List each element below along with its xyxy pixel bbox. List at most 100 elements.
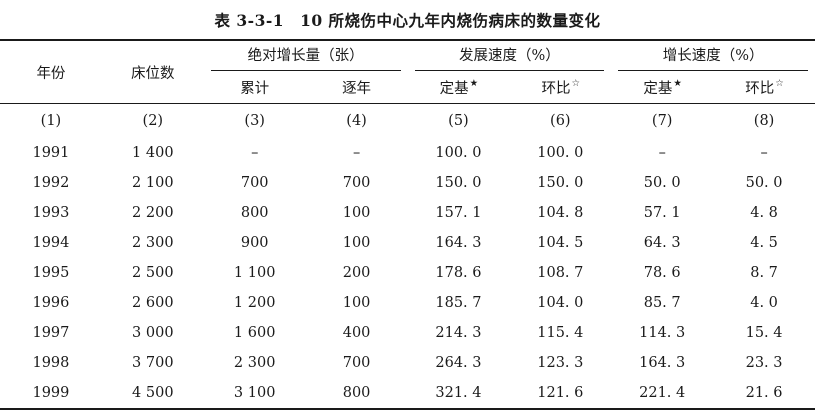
table-header: 年份 床位数 绝对增长量（张） 发展速度（%） 增长速度（%） 累计 逐年 定基… — [0, 40, 815, 104]
year-cell: 1993 — [32, 205, 70, 221]
header-sub-row: 累计 逐年 定基★ 环比☆ 定基★ 环比☆ — [0, 71, 815, 104]
dev-chain-cell: 115. 4 — [537, 325, 584, 341]
beds-cell: 3 000 — [132, 325, 174, 341]
growth-chain-cell: 50. 0 — [745, 175, 783, 191]
page-title: 表 3-3-1 10 所烧伤中心九年内烧伤病床的数量变化 — [0, 0, 815, 39]
table-row: 1996 2 600 1 200 100 185. 7 104. 0 85. 7 4. 0 — [0, 288, 815, 318]
beds-cell: 2 200 — [132, 205, 174, 221]
dev-fixed-base-cell: 321. 4 — [435, 385, 482, 401]
growth-fixed-base-cell: 114. 3 — [639, 325, 686, 341]
hollow-star-icon: ☆ — [775, 77, 784, 89]
cumulative-cell: – — [251, 145, 259, 161]
col-number-8: (8) — [753, 113, 775, 129]
growth-fixed-base-cell: – — [658, 145, 666, 161]
growth-chain-cell: 4. 0 — [750, 295, 778, 311]
growth-fixed-base-cell: 221. 4 — [639, 385, 686, 401]
col-header-year: 年份 — [0, 40, 102, 104]
year-cell: 1997 — [32, 325, 70, 341]
col-number-row: (1) (2) (3) (4) (5) (6) (7) (8) — [0, 104, 815, 139]
col-number-7: (7) — [651, 113, 673, 129]
beds-cell: 2 500 — [132, 265, 174, 281]
group-header-development-speed: 发展速度（%） — [408, 40, 612, 71]
cumulative-cell: 1 200 — [233, 295, 276, 311]
cumulative-cell: 700 — [240, 175, 269, 191]
col-header-growth-chain: 环比☆ — [713, 71, 815, 104]
col-header-dev-fixed-base: 定基★ — [407, 71, 510, 104]
year-cell: 1998 — [32, 355, 70, 371]
beds-cell: 2 600 — [132, 295, 174, 311]
growth-chain-cell: 21. 6 — [745, 385, 783, 401]
col-number-5: (5) — [448, 113, 469, 129]
yearly-cell: 400 — [342, 325, 371, 341]
table-row: 1999 4 500 3 100 800 321. 4 121. 6 221. 4 21. 6 — [0, 378, 815, 409]
growth-fixed-base-cell: 64. 3 — [643, 235, 681, 251]
cumulative-cell: 800 — [240, 205, 269, 221]
col-number-6: (6) — [550, 113, 571, 129]
beds-cell: 4 500 — [132, 385, 174, 401]
year-cell: 1994 — [32, 235, 70, 251]
beds-cell: 1 400 — [132, 145, 174, 161]
beds-cell: 3 700 — [132, 355, 174, 371]
table-row: 1995 2 500 1 100 200 178. 6 108. 7 78. 6 8. 7 — [0, 258, 815, 288]
yearly-cell: 700 — [342, 175, 371, 191]
table-row: 1998 3 700 2 300 700 264. 3 123. 3 164. 3 23. 3 — [0, 348, 815, 378]
yearly-cell: 100 — [342, 235, 371, 251]
growth-chain-cell: 15. 4 — [745, 325, 783, 341]
growth-chain-cell: 23. 3 — [745, 355, 783, 371]
col-number-2: (2) — [142, 113, 164, 129]
filled-star-icon: ★ — [469, 77, 479, 89]
growth-fixed-base-cell: 57. 1 — [643, 205, 681, 221]
dev-fixed-base-cell: 150. 0 — [435, 175, 482, 191]
yearly-cell: 700 — [342, 355, 371, 371]
dev-chain-cell: 104. 0 — [537, 295, 584, 311]
yearly-cell: – — [352, 145, 361, 161]
dev-fixed-base-cell: 214. 3 — [435, 325, 482, 341]
dev-fixed-base-cell: 164. 3 — [435, 235, 482, 251]
dev-fixed-base-cell: 100. 0 — [435, 145, 482, 161]
year-cell: 1999 — [32, 385, 70, 401]
table-row: 1991 1 400 – – 100. 0 100. 0 – – — [0, 138, 815, 168]
growth-chain-cell: 8. 7 — [750, 265, 778, 281]
statistics-table: 年份 床位数 绝对增长量（张） 发展速度（%） 增长速度（%） 累计 逐年 定基… — [0, 39, 815, 410]
table-row: 1993 2 200 800 100 157. 1 104. 8 57. 1 4. 8 — [0, 198, 815, 228]
growth-chain-cell: – — [760, 145, 768, 161]
col-header-yearly: 逐年 — [305, 71, 408, 104]
year-cell: 1995 — [32, 265, 70, 281]
cumulative-cell: 1 600 — [233, 325, 276, 341]
growth-fixed-base-cell: 85. 7 — [643, 295, 681, 311]
table-body: (1) (2) (3) (4) (5) (6) (7) (8) 1991 1 400 – – 100. … — [0, 104, 815, 410]
col-number-1: (1) — [40, 113, 62, 129]
growth-fixed-base-cell: 78. 6 — [643, 265, 681, 281]
year-cell: 1996 — [32, 295, 70, 311]
growth-fixed-base-cell: 50. 0 — [643, 175, 681, 191]
yearly-cell: 800 — [342, 385, 371, 401]
cumulative-cell: 3 100 — [233, 385, 276, 401]
table-row: 1992 2 100 700 700 150. 0 150. 0 50. 0 50. 0 — [0, 168, 815, 198]
dev-fixed-base-cell: 178. 6 — [435, 265, 482, 281]
col-header-cumulative: 累计 — [203, 71, 306, 104]
cumulative-cell: 2 300 — [233, 355, 276, 371]
dev-chain-cell: 104. 5 — [537, 235, 584, 251]
growth-chain-cell: 4. 8 — [750, 205, 778, 221]
yearly-cell: 100 — [342, 295, 371, 311]
table-number: 表 3-3-1 — [214, 11, 285, 30]
dev-chain-cell: 150. 0 — [537, 175, 584, 191]
header-group-row: 年份 床位数 绝对增长量（张） 发展速度（%） 增长速度（%） — [0, 40, 815, 104]
growth-fixed-base-cell: 164. 3 — [639, 355, 686, 371]
hollow-star-icon: ☆ — [571, 77, 581, 89]
col-number-4: (4) — [346, 113, 367, 129]
growth-chain-cell: 4. 5 — [750, 235, 778, 251]
year-cell: 1992 — [32, 175, 70, 191]
table-title-text: 10 所烧伤中心九年内烧伤病床的数量变化 — [300, 11, 601, 30]
year-cell: 1991 — [32, 145, 70, 161]
dev-chain-cell: 100. 0 — [537, 145, 584, 161]
cumulative-cell: 1 100 — [233, 265, 276, 281]
group-header-absolute-growth: 绝对增长量（张） — [204, 40, 408, 71]
dev-chain-cell: 121. 6 — [537, 385, 584, 401]
col-number-3: (3) — [244, 113, 265, 129]
table-row: 1994 2 300 900 100 164. 3 104. 5 64. 3 4. 5 — [0, 228, 815, 258]
dev-fixed-base-cell: 185. 7 — [435, 295, 482, 311]
dev-fixed-base-cell: 264. 3 — [435, 355, 482, 371]
col-header-growth-fixed-base: 定基★ — [611, 71, 714, 104]
beds-cell: 2 100 — [132, 175, 174, 191]
